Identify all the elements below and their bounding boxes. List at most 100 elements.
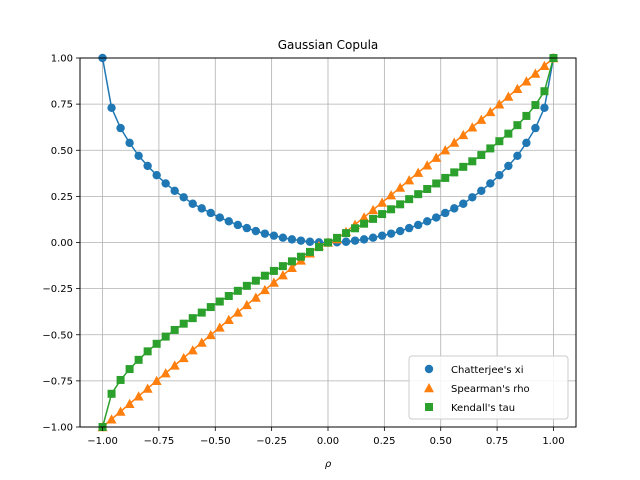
chatterjee-s-xi-point xyxy=(459,199,468,208)
chatterjee-s-xi-point xyxy=(134,151,143,160)
kendall-s-tau-point xyxy=(188,314,197,323)
spearman-s-rho-point xyxy=(142,383,153,393)
chatterjee-s-xi-point xyxy=(468,193,477,202)
kendall-s-tau-point xyxy=(396,200,405,209)
kendall-s-tau-point xyxy=(369,214,378,223)
chatterjee-s-xi-point xyxy=(206,208,215,218)
kendall-s-tau-point xyxy=(531,101,540,110)
spearman-s-rho-point xyxy=(449,137,460,147)
kendall-s-tau-point xyxy=(378,210,387,219)
spearman-s-rho-point xyxy=(413,167,424,177)
kendall-s-tau-point xyxy=(134,355,143,364)
kendall-s-tau-point xyxy=(477,151,486,160)
spearman-s-rho-point xyxy=(476,114,487,124)
legend-box xyxy=(408,355,569,420)
kendall-s-tau-point xyxy=(107,389,116,398)
y-tick-label: 1.00 xyxy=(51,54,73,65)
chatterjee-s-xi-point xyxy=(540,103,549,113)
chatterjee-s-xi-point xyxy=(368,233,378,242)
y-tick-label: −0.75 xyxy=(42,376,73,387)
chatterjee-s-xi-point xyxy=(504,161,513,171)
kendall-s-tau-point xyxy=(251,276,260,285)
x-tick-label: −0.25 xyxy=(256,436,287,447)
kendall-s-tau-point xyxy=(450,168,459,177)
kendall-s-tau-point xyxy=(486,144,495,153)
spearman-s-rho-point xyxy=(133,391,144,401)
spearman-s-rho-point xyxy=(485,106,496,117)
chatterjee-s-xi-point xyxy=(350,236,360,245)
chatterjee-s-xi-point xyxy=(179,193,188,202)
chatterjee-s-xi-point xyxy=(260,229,270,238)
spearman-s-rho-point xyxy=(440,145,451,155)
spearman-s-rho-point xyxy=(259,284,270,295)
kendall-s-tau-point xyxy=(342,229,351,238)
spearman-s-rho-point xyxy=(205,329,216,340)
kendall-s-tau-point xyxy=(197,308,206,317)
kendall-s-tau-point xyxy=(305,247,314,256)
chatterjee-s-xi-point xyxy=(531,123,540,133)
axis-ticks: −1.00 −0.75 −0.50 −0.25 0.00 0.25 0.50 0.75 1.00… xyxy=(42,54,564,448)
legend-marker-spearman-s-rho xyxy=(424,383,434,393)
kendall-s-tau-point xyxy=(360,219,369,228)
chatterjee-s-xi-point xyxy=(242,223,252,233)
kendall-s-tau-point xyxy=(513,121,522,130)
x-tick-label: −0.75 xyxy=(144,436,175,447)
chatterjee-s-xi-point xyxy=(341,237,351,246)
kendall-s-tau-point xyxy=(432,179,441,188)
spearman-s-rho-point xyxy=(386,190,397,200)
chatterjee-s-xi-point xyxy=(513,151,522,160)
kendall-s-tau-point xyxy=(495,137,504,146)
kendall-s-tau-point xyxy=(143,347,152,356)
chatterjee-s-xi-point xyxy=(386,229,396,238)
spearman-s-rho-point xyxy=(431,152,442,162)
spearman-s-rho-point xyxy=(124,398,135,409)
chatterjee-s-xi-point xyxy=(522,138,531,148)
chatterjee-s-xi-point xyxy=(197,204,206,213)
chart-title: Gaussian Copula xyxy=(278,38,379,52)
spearman-s-rho-point xyxy=(530,68,541,78)
x-tick-label: 0.50 xyxy=(430,436,452,447)
kendall-s-tau-point xyxy=(540,87,549,96)
spearman-s-rho-point xyxy=(404,175,415,185)
kendall-s-tau-point xyxy=(152,339,161,348)
kendall-s-tau-point xyxy=(206,303,215,312)
spearman-s-rho-point xyxy=(368,204,379,215)
kendall-s-tau-point xyxy=(269,266,278,275)
spearman-s-rho-point xyxy=(521,76,532,86)
y-tick-label: 0.25 xyxy=(51,192,73,203)
chatterjee-s-xi-point xyxy=(423,217,432,226)
chatterjee-s-xi-point xyxy=(359,235,369,244)
legend-marker-kendall-s-tau xyxy=(425,403,433,411)
legend-label-kendall-s-tau: Kendall's tau xyxy=(451,403,515,414)
kendall-s-tau-point xyxy=(423,184,432,193)
spearman-s-rho-point xyxy=(268,277,279,287)
chatterjee-s-xi-point xyxy=(296,236,306,245)
legend: Chatterjee's xi Spearman's rho Kendall's t… xyxy=(408,355,569,420)
kendall-s-tau-point xyxy=(278,262,287,271)
chatterjee-s-xi-point xyxy=(161,179,170,188)
x-tick-label: 0.75 xyxy=(486,436,508,447)
y-tick-label: 0.50 xyxy=(51,146,73,157)
kendall-s-tau-point xyxy=(179,319,188,328)
x-tick-label: −0.50 xyxy=(200,436,231,447)
markers xyxy=(97,53,559,432)
spearman-s-rho-point xyxy=(539,60,550,70)
kendall-s-tau-point xyxy=(314,243,323,252)
kendall-s-tau-point xyxy=(441,173,450,182)
x-tick-label: 1.00 xyxy=(542,436,564,447)
spearman-s-rho-point xyxy=(512,83,523,94)
spearman-s-rho-point xyxy=(277,270,288,280)
chatterjee-s-xi-point xyxy=(395,226,405,236)
chatterjee-s-xi-point xyxy=(450,204,459,213)
chatterjee-s-xi-point xyxy=(441,208,450,218)
chatterjee-s-xi-point xyxy=(125,138,134,148)
chatterjee-s-xi-point xyxy=(152,170,161,180)
spearman-s-rho-point xyxy=(115,406,126,416)
spearman-s-rho-point xyxy=(151,375,162,385)
kendall-s-tau-point xyxy=(522,111,531,120)
chatterjee-s-xi-point xyxy=(495,170,504,180)
legend-label-spearman-s-rho: Spearman's rho xyxy=(451,384,530,395)
chatterjee-s-xi-point xyxy=(432,213,441,222)
kendall-s-tau-point xyxy=(233,286,242,295)
